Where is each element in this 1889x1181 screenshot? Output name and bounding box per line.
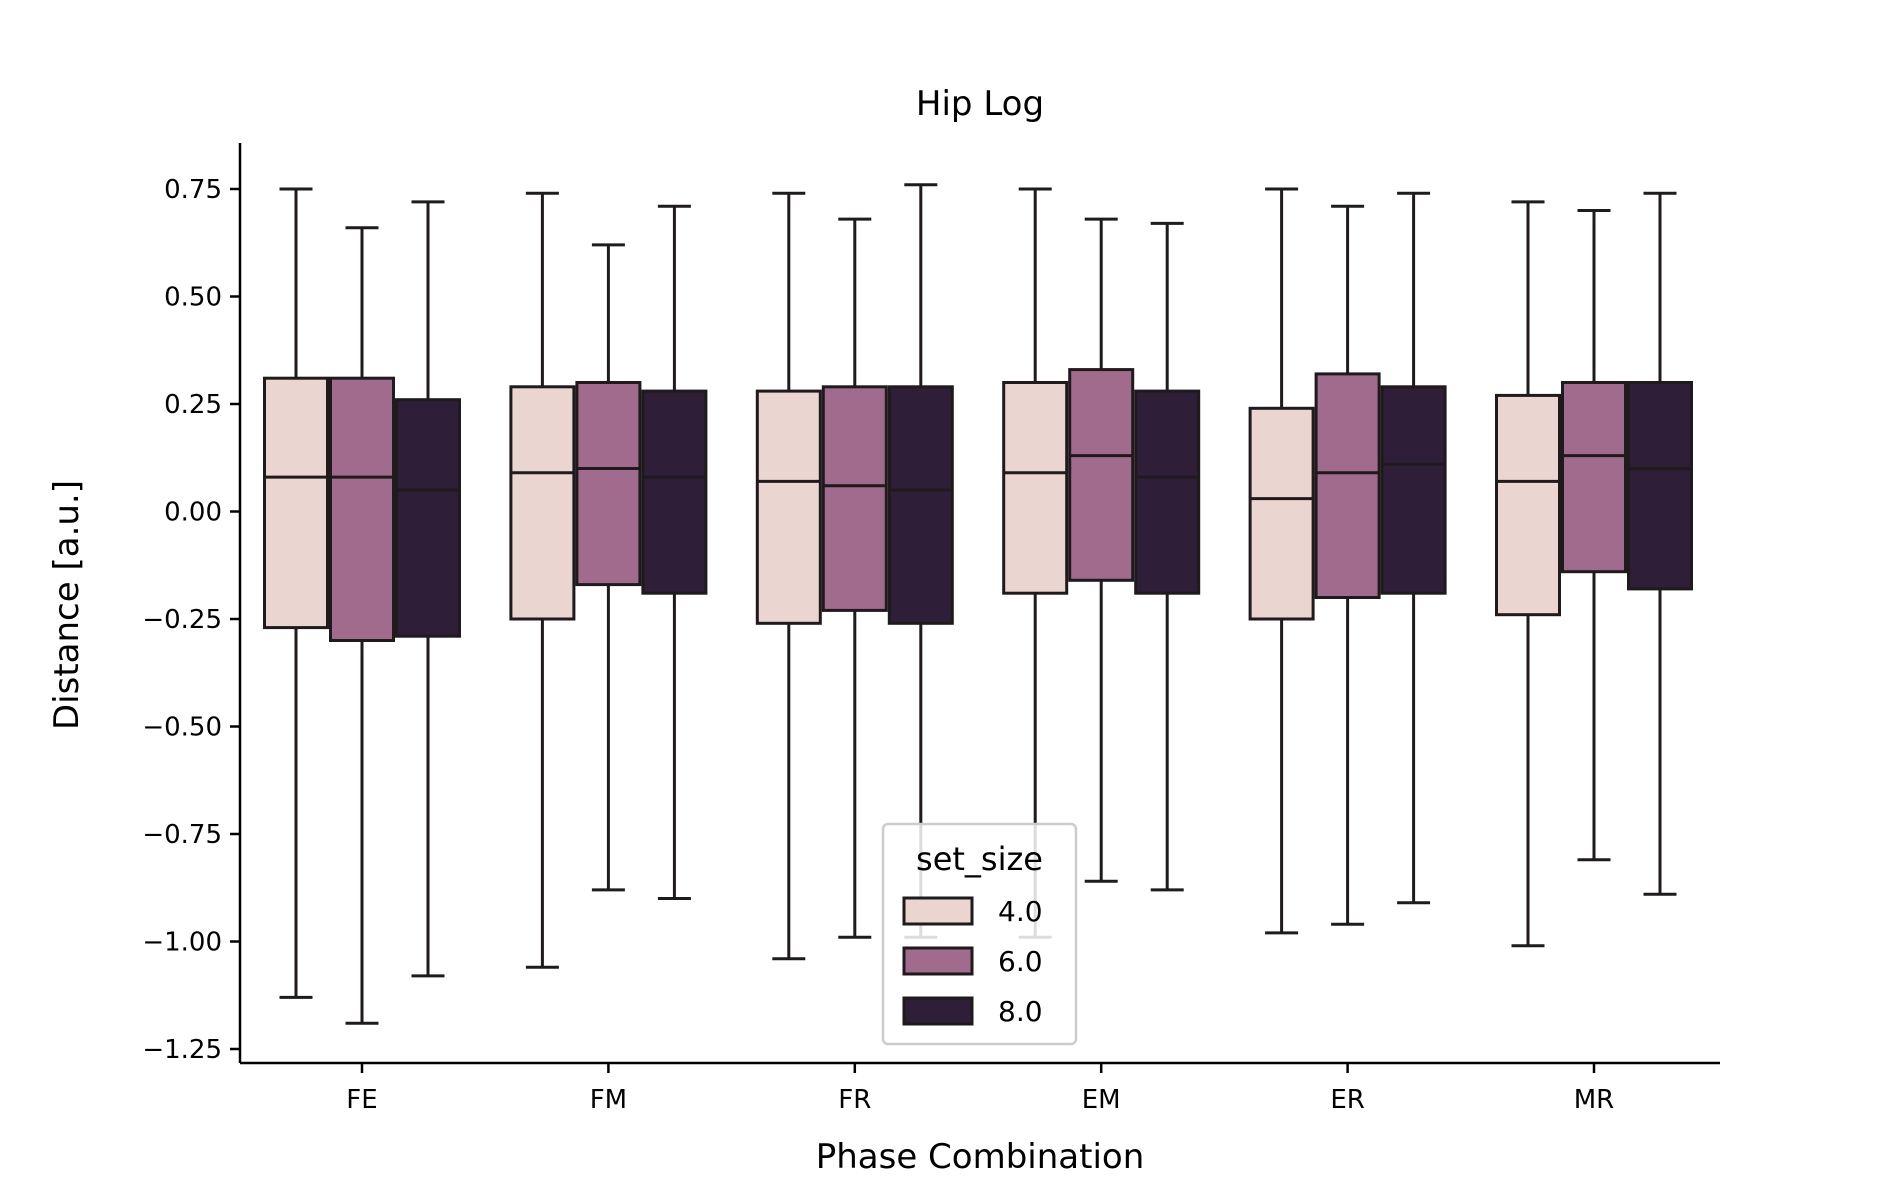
box-mr-4_0 [1495, 200, 1561, 948]
box-mr-6_0 [1561, 209, 1627, 862]
box-fm-6_0 [575, 243, 642, 892]
x-axis-label: Phase Combination [816, 1137, 1145, 1177]
iqr-box [575, 381, 642, 587]
iqr-box [1314, 372, 1381, 599]
iqr-box [887, 385, 954, 625]
legend: set_size 4.0 6.0 8.0 [881, 822, 1078, 1046]
box-fm-8_0 [641, 204, 708, 900]
iqr-box [263, 376, 329, 630]
x-tick-label: MR [1574, 1085, 1615, 1115]
chart-title: Hip Log [916, 84, 1044, 124]
y-tick-label: 0.75 [164, 175, 222, 205]
iqr-box [1068, 368, 1135, 582]
legend-frame [881, 822, 1078, 1046]
iqr-box [509, 385, 576, 621]
y-tick-label: −1.25 [142, 1035, 222, 1065]
iqr-box [755, 389, 822, 625]
box-em-6_0 [1068, 217, 1135, 883]
y-axis-label: Distance [a.u.] [47, 480, 87, 730]
legend-title: set_size [916, 840, 1043, 878]
x-tick-label: EM [1082, 1085, 1121, 1115]
x-tick-label: ER [1330, 1085, 1365, 1115]
iqr-box [1002, 381, 1069, 595]
box-fr-4_0 [755, 191, 822, 961]
box-mr-8_0 [1627, 191, 1693, 896]
iqr-box [1248, 406, 1315, 621]
iqr-box [1627, 381, 1693, 591]
box-fe-4_0 [263, 187, 329, 999]
iqr-box [1134, 389, 1201, 595]
box-er-8_0 [1380, 191, 1447, 905]
x-tick-label: FE [346, 1085, 377, 1115]
legend-label-4_0: 4.0 [998, 895, 1043, 928]
iqr-box [1561, 381, 1627, 574]
box-fm-4_0 [509, 191, 576, 969]
box-er-6_0 [1314, 204, 1381, 926]
y-tick-label: −0.25 [142, 605, 222, 635]
boxes-layer [263, 183, 1693, 1025]
legend-swatch-8_0 [902, 996, 974, 1026]
y-tick-label: −0.50 [142, 713, 222, 743]
iqr-box [821, 385, 888, 612]
legend-label-8_0: 8.0 [998, 995, 1043, 1028]
legend-label-6_0: 6.0 [998, 945, 1043, 978]
y-tick-label: 0.25 [164, 390, 222, 420]
axes-layer: 0.75 0.50 0.25 0.00 −0.25 −0.50 −0.75 −1.00 −1.2… [142, 143, 1720, 1115]
x-tick-label: FR [838, 1085, 871, 1115]
iqr-box [1380, 385, 1447, 595]
iqr-box [641, 389, 708, 595]
legend-swatch-4_0 [902, 896, 974, 926]
box-em-4_0 [1002, 187, 1069, 939]
x-tick-label: FM [590, 1085, 627, 1115]
box-fr-6_0 [821, 217, 888, 939]
box-fe-6_0 [329, 226, 395, 1025]
iqr-box [329, 376, 395, 642]
y-tick-label: 0.00 [164, 498, 222, 528]
iqr-box [395, 398, 461, 638]
box-er-4_0 [1248, 187, 1315, 935]
box-fe-8_0 [395, 200, 461, 978]
box-em-8_0 [1134, 221, 1201, 892]
y-tick-label: −0.75 [142, 820, 222, 850]
iqr-box [1495, 393, 1561, 617]
legend-swatch-6_0 [902, 946, 974, 976]
y-tick-label: 0.50 [164, 283, 222, 313]
y-tick-label: −1.00 [142, 928, 222, 958]
